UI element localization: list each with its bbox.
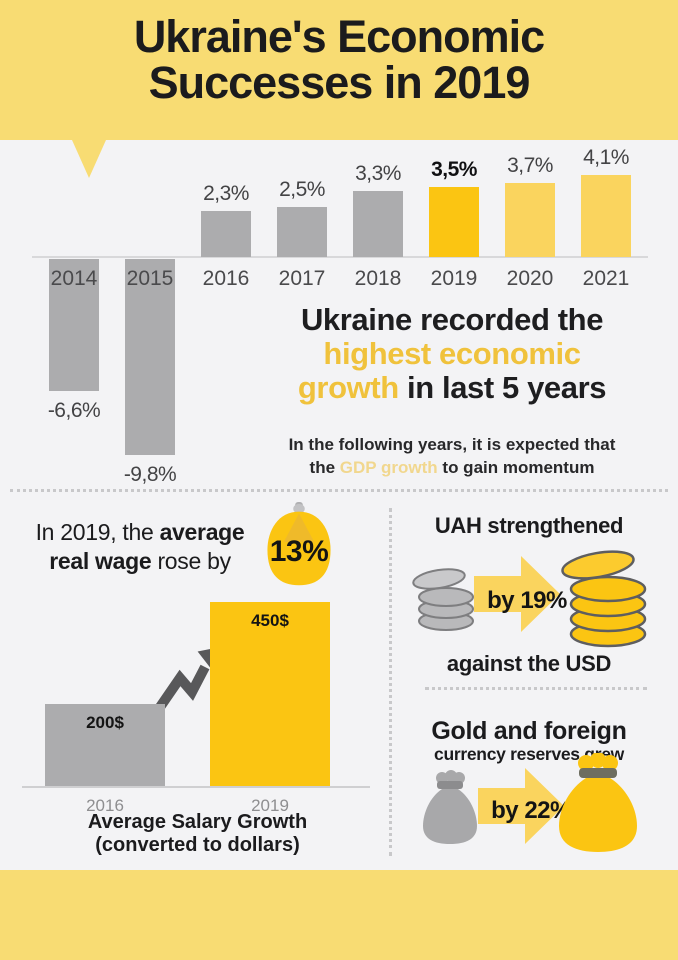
gdp-value-label: -9,8% — [123, 463, 177, 486]
wage-text: In 2019, the average real wage rose by — [35, 519, 245, 574]
salary-growth-chart: Average Salary Growth (converted to doll… — [20, 585, 375, 860]
gdp-year-label: 2019 — [430, 267, 478, 290]
reserves-percent-label: by 22% — [491, 797, 571, 824]
gdp-bar-2019 — [429, 187, 479, 257]
salary-year-label: 2019 — [251, 796, 289, 815]
speech-bubble-tail — [72, 140, 106, 178]
gdp-value-label: 4,1% — [583, 146, 629, 169]
gdp-bar-2015 — [125, 259, 175, 455]
headline-subtext: In the following years, it is expected t… — [288, 435, 616, 477]
gdp-bar-2016 — [201, 211, 251, 257]
gdp-year-label: 2020 — [506, 267, 554, 290]
gdp-value-label: 2,3% — [203, 182, 249, 205]
gdp-year-label: 2018 — [354, 267, 402, 290]
uah-footer-text: against the USD — [446, 651, 612, 676]
uah-title: UAH strengthened — [434, 513, 624, 538]
gdp-year-label: 2021 — [582, 267, 630, 290]
title-line-1: Ukraine's Economic — [133, 11, 545, 62]
gdp-value-label: 3,7% — [507, 154, 553, 177]
gdp-value-label: 3,3% — [355, 162, 401, 185]
headline-line-2: highest economic — [323, 336, 581, 371]
gray-coin-stack-icon — [412, 568, 474, 631]
gdp-year-label: 2016 — [202, 267, 250, 290]
gdp-growth-chart: -6,6% 2014 -9,8% 2015 2,3% 2016 2,5% 2017 3,3% 20… — [0, 140, 678, 486]
right-dotted-divider — [425, 687, 647, 690]
gdp-bar-2017 — [277, 207, 327, 257]
reserves-arrow-icon — [478, 768, 564, 844]
headline-line-3: growth in last 5 years — [297, 370, 607, 405]
salary-bar-2016 — [45, 704, 165, 786]
gdp-bar-2014 — [49, 259, 99, 391]
uah-percent-label: by 19% — [487, 587, 567, 614]
headline-line-1: Ukraine recorded the — [300, 302, 604, 337]
headline-block: Ukraine recorded the highest economic gr… — [243, 303, 661, 479]
gdp-value-label: 3,5% — [431, 158, 477, 181]
header-banner: Ukraine's Economic Successes in 2019 — [0, 0, 678, 140]
reserves-title: Gold and foreign — [431, 717, 627, 745]
purse-icon — [267, 502, 331, 586]
gdp-value-label: 2,5% — [279, 178, 325, 201]
salary-year-label: 2016 — [86, 796, 124, 815]
gdp-bar-2018 — [353, 191, 403, 257]
wage-percent-badge: 13% — [269, 535, 329, 568]
title-line-2: Successes in 2019 — [148, 57, 531, 108]
vertical-dotted-divider — [389, 508, 392, 856]
gdp-axis-line — [32, 256, 648, 258]
salary-axis-line — [22, 786, 370, 788]
reserves-subtitle: currency reserves grew — [434, 744, 624, 764]
gold-money-bag-icon — [559, 753, 637, 852]
gold-coin-stack-icon — [561, 550, 647, 648]
gdp-year-label: 2015 — [126, 267, 174, 290]
salary-bar-2019 — [210, 601, 330, 786]
horizontal-dotted-divider — [10, 489, 668, 492]
footer-band: U W UKRAINE WORLD Data source: '10 succe… — [0, 870, 678, 960]
gdp-bar-2020 — [505, 183, 555, 257]
gdp-year-label: 2014 — [50, 267, 98, 290]
salary-chart-caption: Average Salary Growth (converted to doll… — [87, 811, 308, 856]
salary-value-label: 450$ — [251, 610, 289, 630]
gdp-year-label: 2017 — [278, 267, 326, 290]
salary-value-label: 200$ — [86, 713, 124, 732]
gdp-value-label: -6,6% — [47, 399, 101, 422]
gdp-bar-2021 — [581, 175, 631, 257]
uah-arrow-icon — [474, 556, 560, 632]
gray-money-bag-icon — [423, 770, 477, 844]
page-title: Ukraine's Economic Successes in 2019 — [0, 0, 678, 106]
